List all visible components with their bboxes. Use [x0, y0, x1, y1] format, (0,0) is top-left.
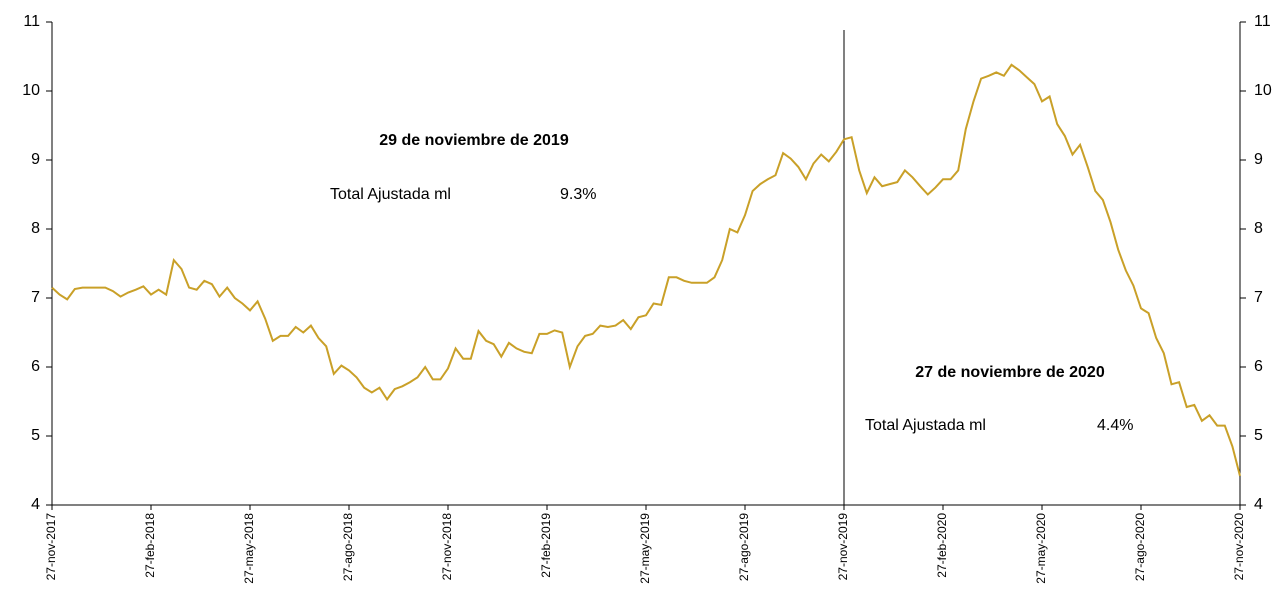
y2-tick-label: 7: [1254, 289, 1263, 306]
x-tick-label: 27-ago-2019: [737, 513, 751, 581]
x-tick-label: 27-may-2019: [638, 513, 652, 584]
x-tick-label: 27-feb-2020: [935, 513, 949, 578]
y2-tick-label: 4: [1254, 496, 1263, 513]
y-tick-label: 5: [31, 427, 40, 444]
x-tick-label: 27-nov-2017: [44, 513, 58, 581]
x-tick-label: 27-ago-2018: [341, 513, 355, 581]
y-tick-label: 11: [23, 13, 40, 30]
x-tick-label: 27-ago-2020: [1133, 513, 1147, 581]
line-series: [51, 63, 1241, 477]
x-tick-label: 27-may-2020: [1034, 513, 1048, 584]
y2-tick-label: 10: [1254, 82, 1272, 99]
y-tick-label: 4: [31, 496, 40, 513]
x-tick-label: 27-nov-2020: [1232, 513, 1246, 581]
y-tick-label: 8: [31, 220, 40, 237]
annotation-title: 29 de noviembre de 2019: [379, 132, 569, 149]
y2-tick-label: 6: [1254, 358, 1263, 375]
y-tick-label: 7: [31, 289, 40, 306]
x-tick-label: 27-may-2018: [242, 513, 256, 584]
y2-tick-label: 9: [1254, 151, 1263, 168]
annotation-label: Total Ajustada ml: [865, 417, 986, 434]
x-tick-label: 27-nov-2018: [440, 513, 454, 581]
y2-tick-label: 11: [1254, 13, 1271, 30]
x-tick-label: 27-nov-2019: [836, 513, 850, 581]
y2-tick-label: 8: [1254, 220, 1263, 237]
annotation-title: 27 de noviembre de 2020: [915, 364, 1105, 381]
annotation-label: Total Ajustada ml: [330, 186, 451, 203]
y2-tick-label: 5: [1254, 427, 1263, 444]
y-tick-label: 10: [22, 82, 40, 99]
annotation-value: 4.4%: [1097, 417, 1133, 434]
x-tick-label: 27-feb-2018: [143, 513, 157, 578]
y-tick-label: 9: [31, 151, 40, 168]
x-tick-label: 27-feb-2019: [539, 513, 553, 578]
annotation-value: 9.3%: [560, 186, 596, 203]
y-tick-label: 6: [31, 358, 40, 375]
